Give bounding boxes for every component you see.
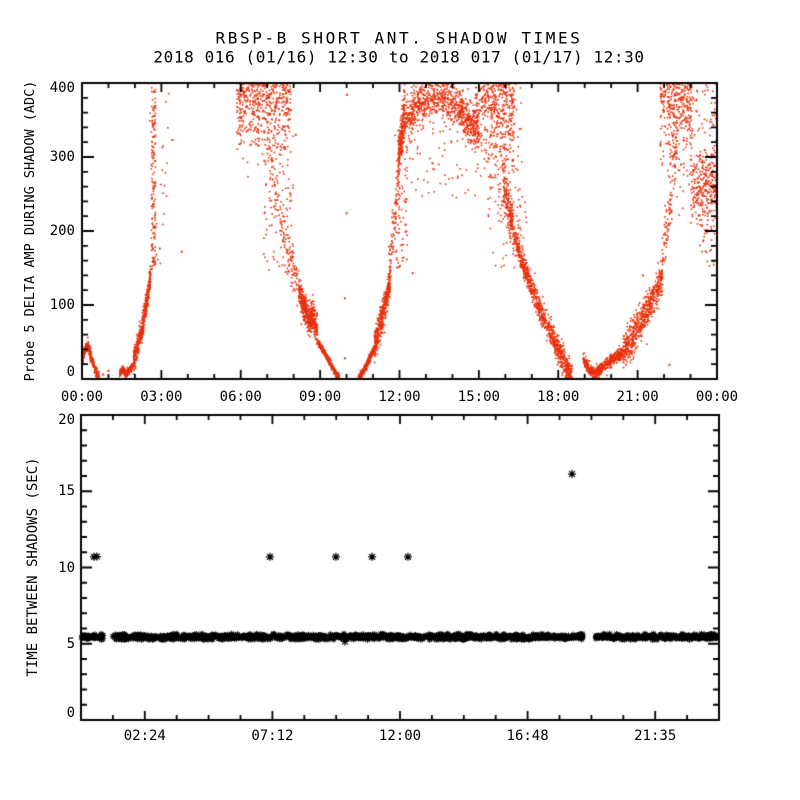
x-tick-label: 09:00 [299, 389, 342, 405]
y-tick-label: 300 [49, 149, 75, 165]
x-tick-label: 16:48 [506, 728, 549, 744]
bottom-chart-y-axis-title: TIME BETWEEN SHADOWS (SEC) [25, 457, 41, 677]
x-tick-label: 12:00 [378, 389, 421, 405]
y-tick-label: 10 [58, 559, 75, 576]
x-tick-label: 21:00 [616, 389, 659, 405]
y-tick-label: 400 [49, 80, 75, 96]
x-tick-label: 03:00 [140, 389, 183, 405]
y-tick-label: 20 [58, 412, 75, 428]
x-tick-label: 12:00 [378, 728, 422, 744]
y-tick-label: 15 [58, 483, 75, 500]
y-tick-label: 5 [66, 635, 75, 652]
y-tick-label: 0 [66, 705, 75, 721]
x-tick-label: 21:35 [634, 728, 677, 744]
x-tick-label: 15:00 [457, 389, 500, 405]
y-tick-label: 200 [49, 223, 75, 239]
x-tick-label: 00:00 [695, 389, 739, 405]
x-tick-label: 07:12 [251, 728, 294, 744]
x-tick-label: 02:24 [123, 728, 166, 744]
x-tick-label: 00:00 [60, 389, 104, 405]
y-tick-label: 100 [49, 297, 75, 313]
chart-title: RBSP-B SHORT ANT. SHADOW TIMES [215, 28, 583, 48]
top-chart-y-axis-title: Probe 5 DELTA AMP DURING SHADOW (ADC) [22, 80, 38, 382]
y-tick-label: 0 [66, 364, 75, 380]
x-tick-label: 06:00 [219, 389, 262, 405]
x-tick-label: 18:00 [537, 389, 580, 405]
chart-subtitle: 2018 016 (01/16) 12:30 to 2018 017 (01/1… [153, 47, 645, 67]
